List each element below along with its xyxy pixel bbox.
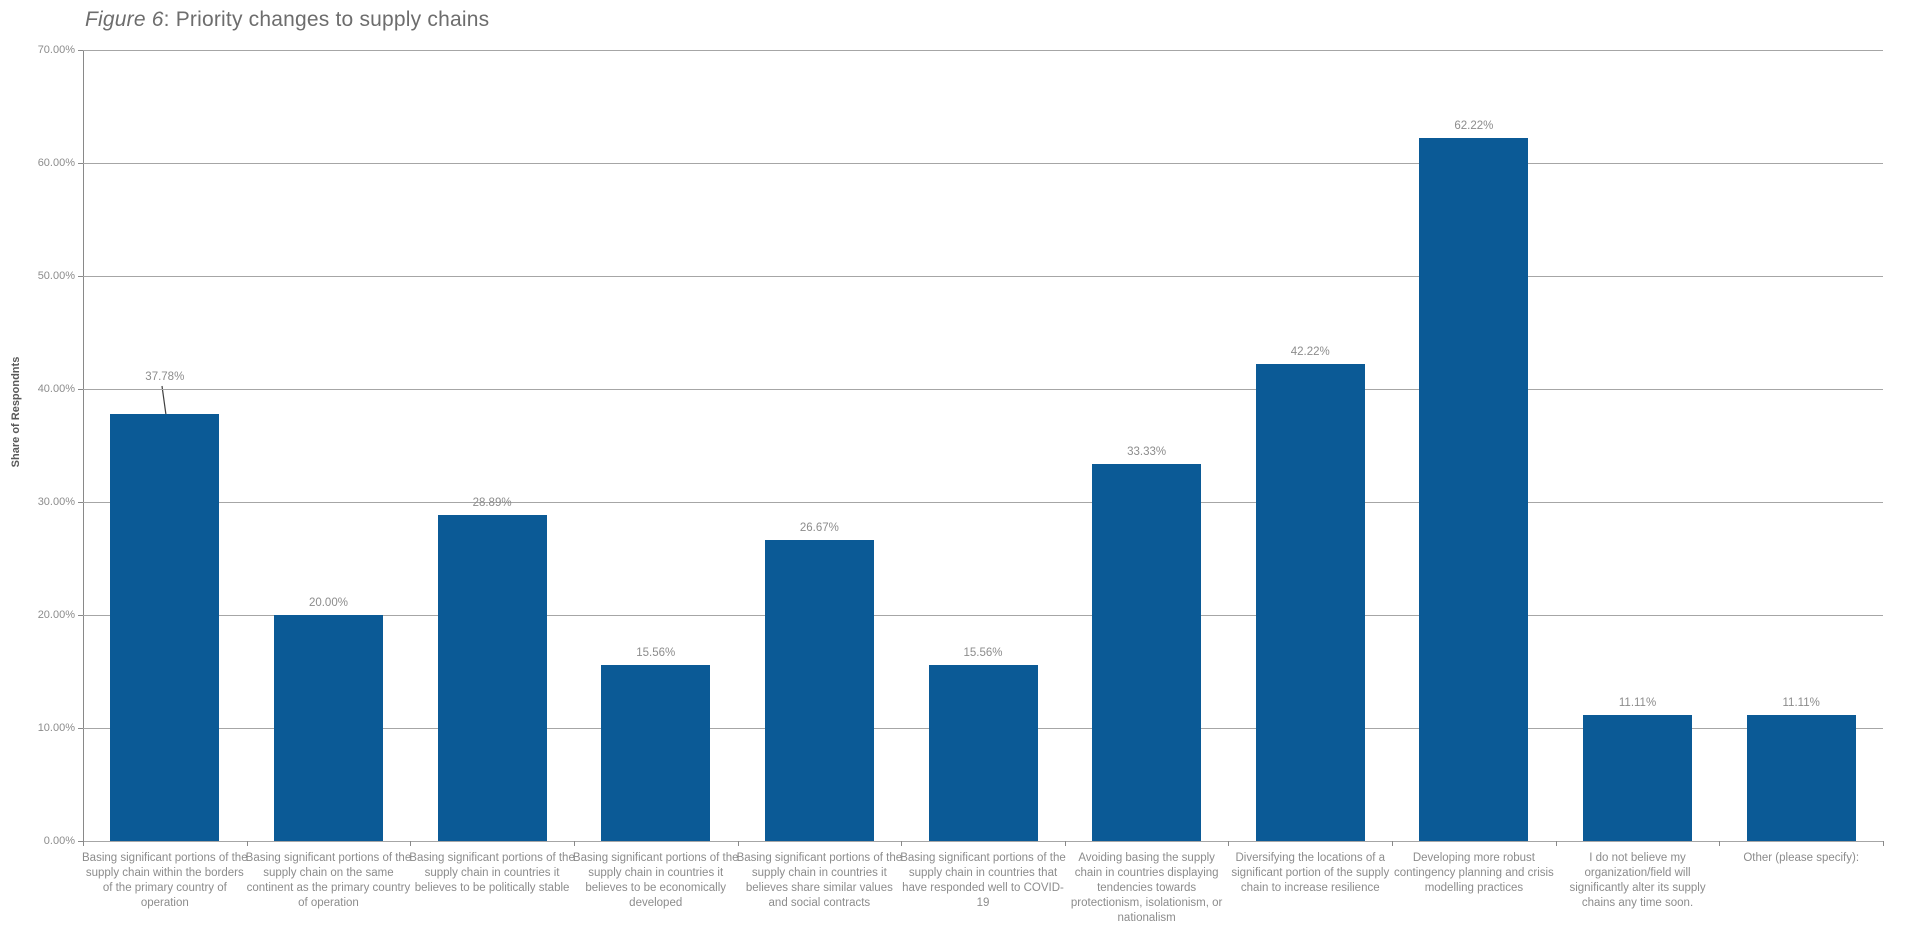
y-tick-label: 70.00% (37, 44, 75, 56)
category-label-6: Avoiding basing the supply chain in coun… (1070, 852, 1223, 924)
bar-value-label-10: 11.11% (1782, 697, 1820, 710)
x-axis-tick (1883, 841, 1884, 846)
bar-value-label-3: 15.56% (636, 647, 676, 660)
x-axis-tick (573, 841, 575, 846)
x-axis-tick (1392, 841, 1394, 846)
gridline-40 (83, 389, 1883, 390)
bar-5 (928, 665, 1038, 841)
y-tick-label: 30.00% (37, 496, 75, 508)
bar-2 (437, 514, 547, 841)
bar-0 (110, 414, 220, 841)
y-tick-label: 10.00% (37, 722, 75, 734)
x-axis-tick (1064, 841, 1066, 846)
chart-title-text: : Priority changes to supply chains (163, 8, 490, 31)
category-label-8: Developing more robust contingency plann… (1393, 852, 1554, 894)
y-axis-tick (78, 615, 83, 616)
x-axis-tick (737, 841, 739, 846)
bar-value-label-2: 28.89% (472, 496, 512, 509)
x-axis-tick (410, 841, 412, 846)
bar-value-label-7: 42.22% (1290, 345, 1330, 358)
bar-value-label-1: 20.00% (308, 597, 348, 609)
category-label-10: Other (please specify): (1743, 852, 1860, 864)
y-tick-label: 60.00% (37, 157, 75, 169)
bar-3 (601, 665, 711, 841)
x-axis-tick (1228, 841, 1230, 846)
bar-8 (1419, 137, 1529, 841)
x-axis-tick (83, 841, 84, 846)
chart-title: Figure 6: Priority changes to supply cha… (85, 8, 489, 32)
gridline-0 (83, 841, 1883, 842)
bar-value-label-5: 15.56% (963, 647, 1003, 660)
gridline-20 (83, 615, 1883, 616)
y-axis-line (83, 50, 84, 846)
bar-9 (1583, 715, 1693, 841)
y-axis-tick (78, 276, 83, 277)
y-tick-label: 20.00% (37, 609, 75, 621)
bar-value-label-6: 33.33% (1127, 446, 1167, 459)
bar-4 (764, 539, 874, 841)
y-tick-label: 0.00% (43, 835, 75, 847)
gridline-70 (83, 50, 1883, 51)
category-label-0: Basing significant portions of the suppl… (82, 852, 248, 909)
gridline-30 (83, 502, 1883, 503)
y-axis-tick (78, 841, 83, 842)
category-label-4: Basing significant portions of the suppl… (736, 852, 903, 909)
y-axis-tick (78, 502, 83, 503)
bar-value-label-0: 37.78% (145, 371, 185, 384)
y-axis-tick (78, 163, 83, 164)
bar-10 (1746, 715, 1856, 841)
bar-7 (1255, 363, 1365, 841)
category-label-2: Basing significant portions of the suppl… (409, 852, 575, 894)
bar-6 (1092, 464, 1202, 841)
bar-value-label-8: 62.22% (1454, 119, 1494, 132)
bar-1 (273, 615, 383, 841)
y-axis-tick (78, 50, 83, 51)
y-tick-label: 40.00% (37, 383, 75, 395)
y-axis-tick (78, 389, 83, 390)
bar-value-label-9: 11.11% (1618, 697, 1657, 710)
x-axis-tick (1719, 841, 1721, 846)
category-label-1: Basing significant portions of the suppl… (245, 852, 412, 909)
plot-area (83, 50, 1883, 841)
category-label-3: Basing significant portions of the suppl… (572, 852, 739, 909)
category-label-9: I do not believe my organization/field w… (1569, 852, 1706, 909)
x-axis-tick (1555, 841, 1557, 846)
y-tick-label: 50.00% (37, 270, 75, 282)
chart-title-figure-number: Figure 6 (85, 8, 164, 31)
category-label-5: Basing significant portions of the suppl… (900, 852, 1066, 909)
bar-value-label-4: 26.67% (799, 521, 839, 534)
data-label-leader-line (161, 385, 167, 416)
gridline-60 (83, 163, 1883, 164)
category-label-7: Diversifying the locations of a signific… (1231, 852, 1390, 894)
x-axis-tick (246, 841, 248, 846)
gridline-50 (83, 276, 1883, 277)
y-axis-title: Share of Respondnts (10, 356, 22, 468)
x-axis-tick (901, 841, 903, 846)
y-axis-tick (78, 728, 83, 729)
